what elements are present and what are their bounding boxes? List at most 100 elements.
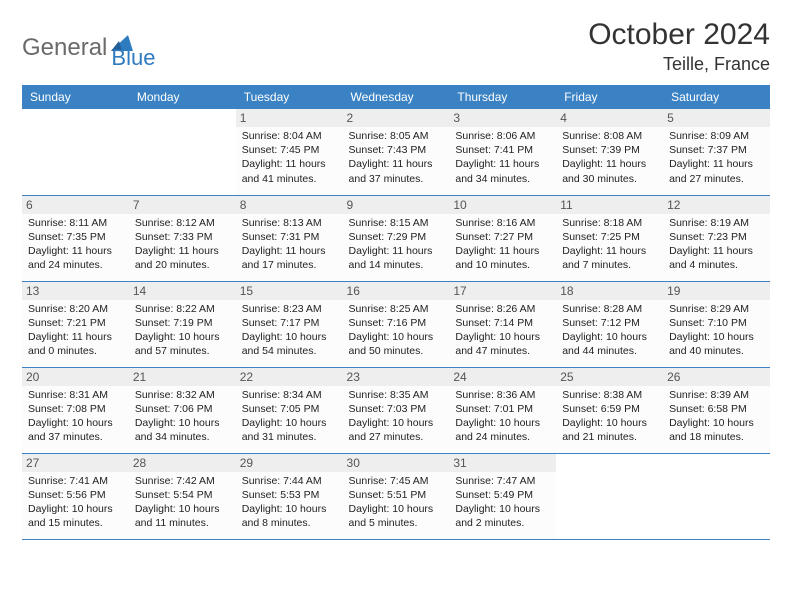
day-details: Sunrise: 8:18 AMSunset: 7:25 PMDaylight:… [562, 216, 657, 273]
month-title: October 2024 [588, 18, 770, 52]
day-details: Sunrise: 8:06 AMSunset: 7:41 PMDaylight:… [455, 129, 550, 186]
day-number: 12 [663, 196, 770, 214]
day-cell: 5Sunrise: 8:09 AMSunset: 7:37 PMDaylight… [663, 109, 770, 195]
day-details: Sunrise: 7:44 AMSunset: 5:53 PMDaylight:… [242, 474, 337, 531]
day-number: 7 [129, 196, 236, 214]
day-details: Sunrise: 8:22 AMSunset: 7:19 PMDaylight:… [135, 302, 230, 359]
weekday-header: Sunday [22, 85, 129, 109]
day-details: Sunrise: 8:39 AMSunset: 6:58 PMDaylight:… [669, 388, 764, 445]
day-cell: 23 Sunrise: 8:35 AMSunset: 7:03 PMDayligh… [343, 367, 450, 453]
day-number: 24 [449, 368, 556, 386]
day-details: Sunrise: 8:12 AMSunset: 7:33 PMDaylight:… [135, 216, 230, 273]
day-number: 6 [22, 196, 129, 214]
day-cell: 2 Sunrise: 8:05 AMSunset: 7:43 PMDaylight… [343, 109, 450, 195]
day-details: Sunrise: 8:25 AMSunset: 7:16 PMDaylight:… [349, 302, 444, 359]
day-details: Sunrise: 8:13 AMSunset: 7:31 PMDaylight:… [242, 216, 337, 273]
calendar-row: 13Sunrise: 8:20 AMSunset: 7:21 PMDayligh… [22, 281, 770, 367]
day-cell: 18 Sunrise: 8:28 AMSunset: 7:12 PMDayligh… [556, 281, 663, 367]
day-cell: 13Sunrise: 8:20 AMSunset: 7:21 PMDayligh… [22, 281, 129, 367]
day-cell: 7 Sunrise: 8:12 AMSunset: 7:33 PMDaylight… [129, 195, 236, 281]
day-number: 17 [449, 282, 556, 300]
day-details: Sunrise: 7:45 AMSunset: 5:51 PMDaylight:… [349, 474, 444, 531]
empty-cell [22, 109, 129, 195]
day-details: Sunrise: 8:29 AMSunset: 7:10 PMDaylight:… [669, 302, 764, 359]
weekday-header-row: SundayMondayTuesdayWednesdayThursdayFrid… [22, 85, 770, 109]
day-details: Sunrise: 8:20 AMSunset: 7:21 PMDaylight:… [28, 302, 123, 359]
day-details: Sunrise: 8:35 AMSunset: 7:03 PMDaylight:… [349, 388, 444, 445]
day-details: Sunrise: 7:41 AMSunset: 5:56 PMDaylight:… [28, 474, 123, 531]
day-cell: 26 Sunrise: 8:39 AMSunset: 6:58 PMDayligh… [663, 367, 770, 453]
day-number: 20 [22, 368, 129, 386]
day-cell: 30Sunrise: 7:45 AMSunset: 5:51 PMDayligh… [343, 453, 450, 539]
day-number: 31 [449, 454, 556, 472]
calendar-row: 1Sunrise: 8:04 AMSunset: 7:45 PMDaylight… [22, 109, 770, 195]
day-number: 2 [343, 109, 450, 127]
logo-text-general: General [22, 34, 107, 62]
day-details: Sunrise: 8:15 AMSunset: 7:29 PMDaylight:… [349, 216, 444, 273]
day-details: Sunrise: 8:08 AMSunset: 7:39 PMDaylight:… [562, 129, 657, 186]
title-block: October 2024 Teille, France [588, 18, 770, 75]
day-number: 19 [663, 282, 770, 300]
day-number: 23 [343, 368, 450, 386]
day-number: 11 [556, 196, 663, 214]
day-cell: 14 Sunrise: 8:22 AMSunset: 7:19 PMDayligh… [129, 281, 236, 367]
calendar-body: 1Sunrise: 8:04 AMSunset: 7:45 PMDaylight… [22, 109, 770, 539]
day-details: Sunrise: 8:38 AMSunset: 6:59 PMDaylight:… [562, 388, 657, 445]
day-number: 18 [556, 282, 663, 300]
day-number: 4 [556, 109, 663, 127]
day-number: 3 [449, 109, 556, 127]
header: General Blue October 2024 Teille, France [22, 18, 770, 75]
calendar-table: SundayMondayTuesdayWednesdayThursdayFrid… [22, 85, 770, 540]
day-cell: 20 Sunrise: 8:31 AMSunset: 7:08 PMDayligh… [22, 367, 129, 453]
day-cell: 11 Sunrise: 8:18 AMSunset: 7:25 PMDayligh… [556, 195, 663, 281]
empty-cell [129, 109, 236, 195]
day-cell: 6 Sunrise: 8:11 AMSunset: 7:35 PMDaylight… [22, 195, 129, 281]
weekday-header: Tuesday [236, 85, 343, 109]
day-cell: 17 Sunrise: 8:26 AMSunset: 7:14 PMDayligh… [449, 281, 556, 367]
day-details: Sunrise: 8:16 AMSunset: 7:27 PMDaylight:… [455, 216, 550, 273]
day-cell: 1Sunrise: 8:04 AMSunset: 7:45 PMDaylight… [236, 109, 343, 195]
day-cell: 29 Sunrise: 7:44 AMSunset: 5:53 PMDayligh… [236, 453, 343, 539]
day-number: 9 [343, 196, 450, 214]
day-details: Sunrise: 8:26 AMSunset: 7:14 PMDaylight:… [455, 302, 550, 359]
day-number: 8 [236, 196, 343, 214]
day-number: 14 [129, 282, 236, 300]
weekday-header: Friday [556, 85, 663, 109]
day-cell: 28 Sunrise: 7:42 AMSunset: 5:54 PMDayligh… [129, 453, 236, 539]
day-number: 28 [129, 454, 236, 472]
day-number: 5 [663, 109, 770, 127]
calendar-row: 27 Sunrise: 7:41 AMSunset: 5:56 PMDayligh… [22, 453, 770, 539]
day-number: 1 [236, 109, 343, 127]
location: Teille, France [588, 54, 770, 75]
day-details: Sunrise: 8:23 AMSunset: 7:17 PMDaylight:… [242, 302, 337, 359]
day-cell: 19 Sunrise: 8:29 AMSunset: 7:10 PMDayligh… [663, 281, 770, 367]
day-number: 22 [236, 368, 343, 386]
day-details: Sunrise: 8:05 AMSunset: 7:43 PMDaylight:… [349, 129, 444, 186]
day-cell: 10Sunrise: 8:16 AMSunset: 7:27 PMDayligh… [449, 195, 556, 281]
day-cell: 16Sunrise: 8:25 AMSunset: 7:16 PMDayligh… [343, 281, 450, 367]
empty-cell [556, 453, 663, 539]
weekday-header: Thursday [449, 85, 556, 109]
day-number: 29 [236, 454, 343, 472]
day-cell: 15 Sunrise: 8:23 AMSunset: 7:17 PMDayligh… [236, 281, 343, 367]
day-cell: 12 Sunrise: 8:19 AMSunset: 7:23 PMDayligh… [663, 195, 770, 281]
day-details: Sunrise: 7:42 AMSunset: 5:54 PMDaylight:… [135, 474, 230, 531]
day-details: Sunrise: 7:47 AMSunset: 5:49 PMDaylight:… [455, 474, 550, 531]
day-details: Sunrise: 8:32 AMSunset: 7:06 PMDaylight:… [135, 388, 230, 445]
day-number: 27 [22, 454, 129, 472]
day-cell: 21Sunrise: 8:32 AMSunset: 7:06 PMDayligh… [129, 367, 236, 453]
day-details: Sunrise: 8:31 AMSunset: 7:08 PMDaylight:… [28, 388, 123, 445]
day-number: 26 [663, 368, 770, 386]
day-cell: 31 Sunrise: 7:47 AMSunset: 5:49 PMDayligh… [449, 453, 556, 539]
day-details: Sunrise: 8:11 AMSunset: 7:35 PMDaylight:… [28, 216, 123, 273]
day-number: 15 [236, 282, 343, 300]
day-cell: 25Sunrise: 8:38 AMSunset: 6:59 PMDayligh… [556, 367, 663, 453]
day-details: Sunrise: 8:28 AMSunset: 7:12 PMDaylight:… [562, 302, 657, 359]
day-details: Sunrise: 8:36 AMSunset: 7:01 PMDaylight:… [455, 388, 550, 445]
day-cell: 9 Sunrise: 8:15 AMSunset: 7:29 PMDaylight… [343, 195, 450, 281]
calendar-row: 6 Sunrise: 8:11 AMSunset: 7:35 PMDaylight… [22, 195, 770, 281]
weekday-header: Monday [129, 85, 236, 109]
day-cell: 3 Sunrise: 8:06 AMSunset: 7:41 PMDaylight… [449, 109, 556, 195]
day-cell: 24 Sunrise: 8:36 AMSunset: 7:01 PMDayligh… [449, 367, 556, 453]
day-details: Sunrise: 8:19 AMSunset: 7:23 PMDaylight:… [669, 216, 764, 273]
